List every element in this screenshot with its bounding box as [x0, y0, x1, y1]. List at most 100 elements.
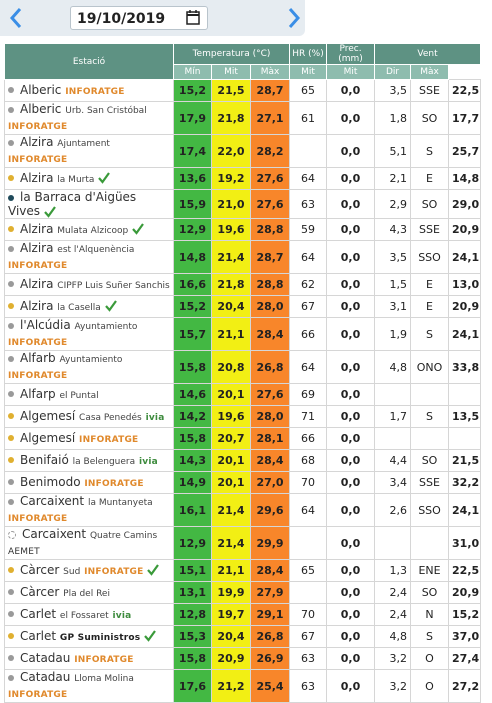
station-cell: Benifaió la Belenguera ivia — [4, 449, 174, 472]
value-cell: N — [410, 603, 450, 626]
verified-check — [44, 205, 56, 218]
station-row: Alzira la Casella 15,2 20,4 28,0 67 0,0 3,1 E 20… — [4, 295, 482, 318]
value-cell: 20,9 — [448, 218, 482, 241]
value-cell: 14,2 — [173, 405, 212, 428]
value-cell: 5,1 — [374, 134, 412, 168]
prev-day-button[interactable] — [8, 6, 24, 30]
status-dot — [8, 391, 14, 397]
value-cell: 26,9 — [249, 647, 291, 670]
value-cell: 0,0 — [326, 218, 376, 241]
verified-check — [98, 172, 111, 184]
value-cell: 0,0 — [326, 559, 376, 582]
station-row: Algemesí INFORATGE 15,8 20,7 28,1 66 0,0 — [4, 427, 482, 450]
value-cell: 27,6 — [249, 167, 291, 190]
value-cell: 67 — [289, 295, 328, 318]
station-row: Benifaió la Belenguera ivia 14,3 20,1 28,4 6… — [4, 449, 482, 472]
value-cell: 3,5 — [374, 79, 412, 102]
station-detail: Ajuntament — [57, 139, 110, 149]
value-cell: 13,0 — [448, 273, 482, 296]
station-row: Carcaixent la Muntanyeta INFORATGE 16,1 21… — [4, 493, 482, 527]
value-cell: 0,0 — [326, 350, 376, 384]
value-cell: 20,9 — [448, 295, 482, 318]
station-name: Benimodo — [20, 474, 81, 489]
station-cell: la Barraca d'Aigües Vives — [4, 189, 174, 219]
value-cell: 28,0 — [249, 295, 291, 318]
status-dot — [8, 106, 14, 113]
value-cell: 14,3 — [173, 449, 212, 472]
table-wrap: Estació Temperatura (°C) HR (%) Prec. (m… — [4, 43, 482, 703]
value-cell: 63 — [289, 669, 328, 703]
station-cell: Alfarb Ayuntamiento INFORATGE — [4, 350, 174, 384]
value-cell: 64 — [289, 493, 328, 527]
station-cell: Carlet el Fossaret ivia — [4, 603, 174, 626]
value-cell: 15,2 — [448, 603, 482, 626]
value-cell: 4,8 — [374, 350, 412, 384]
value-cell: 19,6 — [211, 405, 251, 428]
station-cell: Benimodo INFORATGE — [4, 471, 174, 494]
verified-check — [104, 300, 117, 312]
next-day-button[interactable] — [286, 6, 302, 30]
header-precipitation: Prec. (mm) — [326, 43, 376, 65]
station-name: la Barraca d'Aigües Vives — [8, 190, 137, 218]
value-cell — [410, 526, 450, 560]
station-detail: el Fossaret — [59, 610, 109, 621]
value-cell: 71 — [289, 405, 328, 428]
value-cell: 61 — [289, 101, 328, 135]
value-cell: 19,7 — [211, 603, 251, 626]
value-cell — [374, 383, 412, 406]
value-cell: 24,1 — [448, 317, 482, 351]
value-cell: 1,8 — [374, 101, 412, 135]
value-cell: 29,6 — [249, 493, 291, 527]
value-cell: 20,8 — [211, 350, 251, 384]
value-cell: 12,9 — [173, 526, 212, 560]
station-row: Carlet GP Suministros 15,3 20,4 26,8 67 0,0 4,… — [4, 625, 482, 648]
value-cell: 29,9 — [249, 526, 291, 560]
value-cell: SSE — [410, 218, 450, 241]
value-cell: 0,0 — [326, 647, 376, 670]
station-cell: Algemesí INFORATGE — [4, 427, 174, 450]
source-tag: INFORATGE — [8, 261, 68, 271]
value-cell: 15,8 — [173, 427, 212, 450]
value-cell: 16,1 — [173, 493, 212, 527]
value-cell: 4,3 — [374, 218, 412, 241]
station-name: Carcaixent — [20, 494, 85, 508]
station-cell: Carlet GP Suministros — [4, 625, 174, 648]
value-cell: S — [410, 625, 450, 648]
status-dot — [8, 139, 14, 146]
station-detail: est l'Alquenència — [57, 245, 135, 255]
value-cell: 12,9 — [173, 218, 212, 241]
station-name: Carlet — [20, 628, 57, 643]
value-cell: 3,2 — [374, 669, 412, 703]
value-cell: 20,1 — [211, 471, 251, 494]
value-cell: 0,0 — [326, 581, 376, 604]
station-row: Carcaixent Quatre Camins AEMET 12,9 21,4 29… — [4, 526, 482, 560]
value-cell: 15,3 — [173, 625, 212, 648]
value-cell: 2,4 — [374, 603, 412, 626]
page: {"date":"19/10/2019", "header":{"station… — [0, 0, 482, 703]
value-cell: 4,4 — [374, 449, 412, 472]
source-tag: INFORATGE — [8, 514, 68, 524]
station-name: Alzira — [20, 241, 54, 255]
value-cell: 3,1 — [374, 295, 412, 318]
value-cell: 15,7 — [173, 317, 212, 351]
value-cell: 20,7 — [211, 427, 251, 450]
value-cell: 63 — [289, 647, 328, 670]
station-name: Algemesí — [20, 430, 76, 445]
value-cell: 32,2 — [448, 471, 482, 494]
station-cell: l'Alcúdia Ayuntamiento INFORATGE — [4, 317, 174, 351]
value-cell: 28,1 — [249, 427, 291, 450]
value-cell: 0,0 — [326, 134, 376, 168]
date-input[interactable]: 19/10/2019 — [70, 6, 208, 30]
value-cell: 3,5 — [374, 240, 412, 274]
calendar-icon[interactable] — [186, 9, 200, 25]
value-cell: 0,0 — [326, 625, 376, 648]
value-cell: 65 — [289, 79, 328, 102]
value-cell — [448, 427, 482, 450]
value-cell: 31,0 — [448, 526, 482, 560]
value-cell: 20,9 — [211, 647, 251, 670]
value-cell: 17,7 — [448, 101, 482, 135]
value-cell: 25,7 — [448, 134, 482, 168]
station-cell: Catadau INFORATGE — [4, 647, 174, 670]
station-cell: Alzira la Murta — [4, 167, 174, 190]
station-name: l'Alcúdia — [20, 318, 71, 332]
